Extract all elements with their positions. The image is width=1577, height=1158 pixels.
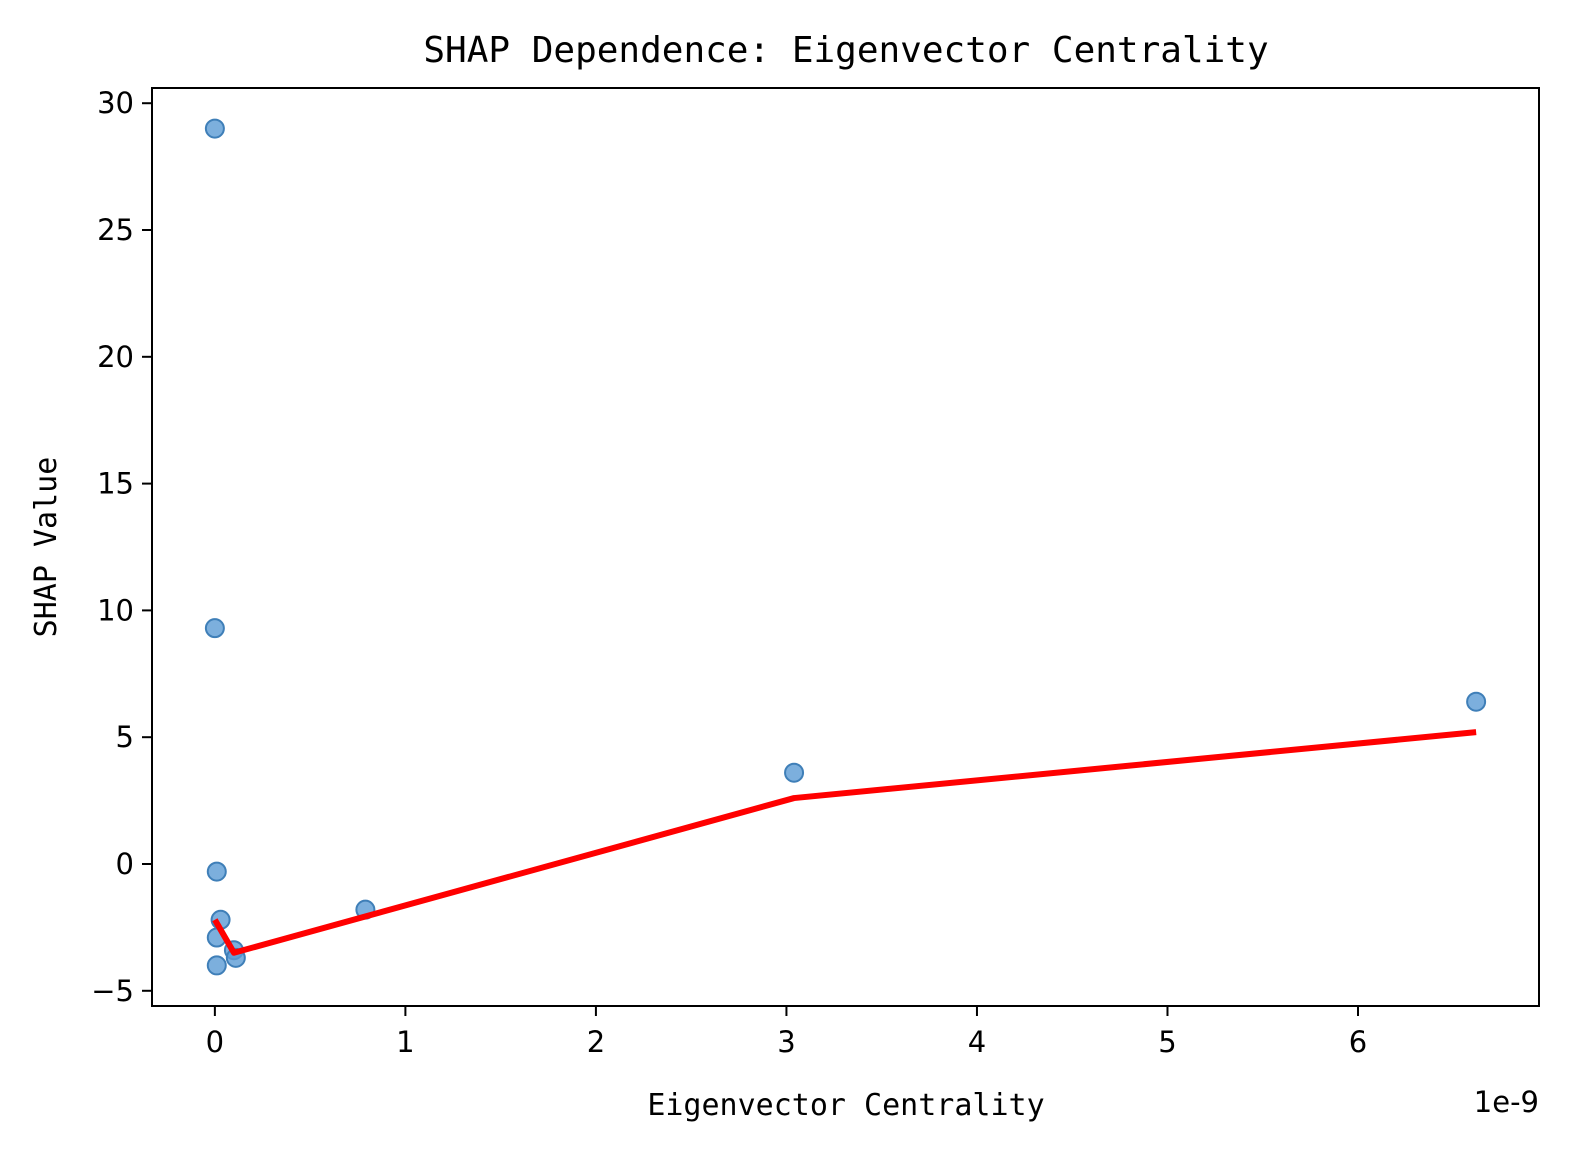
y-tick-label-3: 10 [97, 593, 134, 627]
y-axis-label: SHAP Value [29, 457, 64, 638]
y-tick-label-0: −5 [91, 974, 134, 1008]
scatter-point-0 [204, 118, 225, 139]
y-tick-label-7: 30 [97, 86, 134, 120]
x-tick-label-0: 0 [206, 1025, 224, 1059]
chart-title: SHAP Dependence: Eigenvector Centrality [423, 30, 1268, 71]
scatter-point-5 [206, 955, 227, 976]
scatter-point-10 [1466, 691, 1487, 712]
plot-area [204, 118, 1487, 976]
x-axis-offset-label: 1e-9 [1474, 1085, 1539, 1119]
plot-frame [151, 87, 1540, 1007]
y-tick-label-5: 20 [97, 340, 134, 374]
y-tick-label-1: 0 [116, 847, 134, 881]
trend-line [212, 729, 1477, 956]
scatter-point-2 [206, 861, 227, 882]
y-tick-label-6: 25 [97, 213, 134, 247]
x-tick-label-1: 1 [396, 1025, 414, 1059]
x-tick-label-5: 5 [1158, 1025, 1176, 1059]
x-tick-label-4: 4 [968, 1025, 986, 1059]
x-tick-label-3: 3 [777, 1025, 795, 1059]
y-tick-label-2: 5 [116, 720, 134, 754]
x-axis: 0 1 2 3 4 5 6 [206, 1006, 1367, 1059]
y-tick-label-4: 15 [97, 467, 134, 501]
scatter-point-9 [784, 762, 805, 783]
x-axis-label: Eigenvector Centrality [647, 1088, 1044, 1123]
x-tick-label-2: 2 [587, 1025, 605, 1059]
scatter-point-1 [204, 618, 225, 639]
x-tick-label-6: 6 [1349, 1025, 1367, 1059]
y-axis: −5 0 5 10 15 20 25 30 [91, 86, 152, 1008]
